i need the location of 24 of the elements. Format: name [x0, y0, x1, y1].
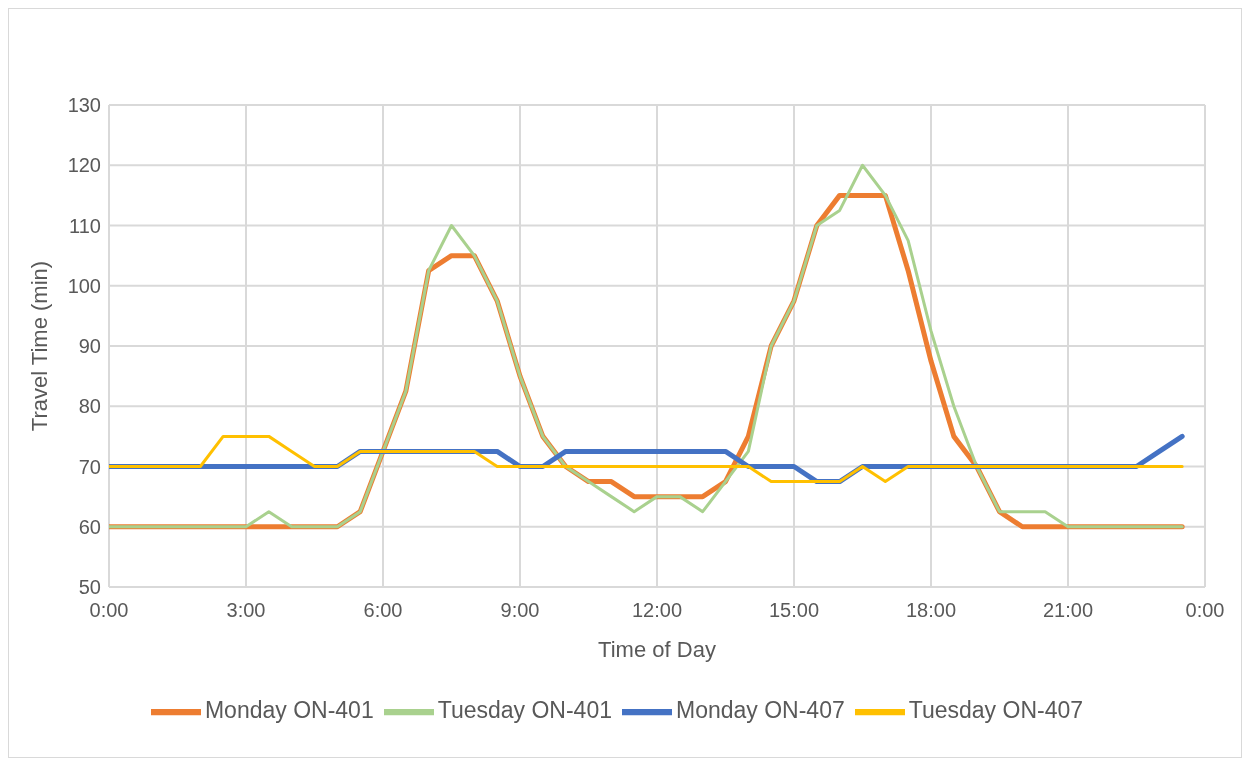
y-tick-label: 90	[78, 335, 101, 358]
x-tick-label: 12:00	[631, 599, 683, 622]
y-tick-label: 120	[67, 154, 101, 177]
y-tick-label: 100	[67, 274, 101, 297]
y-tick-label: 110	[69, 214, 101, 237]
y-axis-title: Travel Time (min)	[26, 260, 52, 432]
y-tick-label: 80	[78, 395, 101, 418]
x-tick-label: 6:00	[363, 599, 403, 622]
legend-label: Monday ON-401	[204, 697, 374, 724]
y-tick-label: 50	[78, 576, 101, 599]
y-tick-label: 70	[78, 455, 101, 478]
x-tick-label: 0:00	[89, 599, 129, 622]
x-tick-label: 18:00	[905, 599, 957, 622]
x-axis-title: Time of Day	[598, 637, 716, 662]
y-tick-label: 130	[67, 94, 101, 117]
legend-label: Tuesday ON-407	[908, 697, 1084, 724]
x-tick-label: 9:00	[500, 599, 540, 622]
x-tick-label: 0:00	[1185, 599, 1225, 622]
x-tick-label: 21:00	[1042, 599, 1094, 622]
legend-label: Monday ON-407	[676, 697, 845, 724]
y-tick-label: 60	[78, 515, 101, 538]
x-tick-label: 15:00	[768, 599, 820, 622]
x-tick-label: 3:00	[226, 599, 266, 622]
legend-label: Tuesday ON-401	[437, 697, 612, 724]
